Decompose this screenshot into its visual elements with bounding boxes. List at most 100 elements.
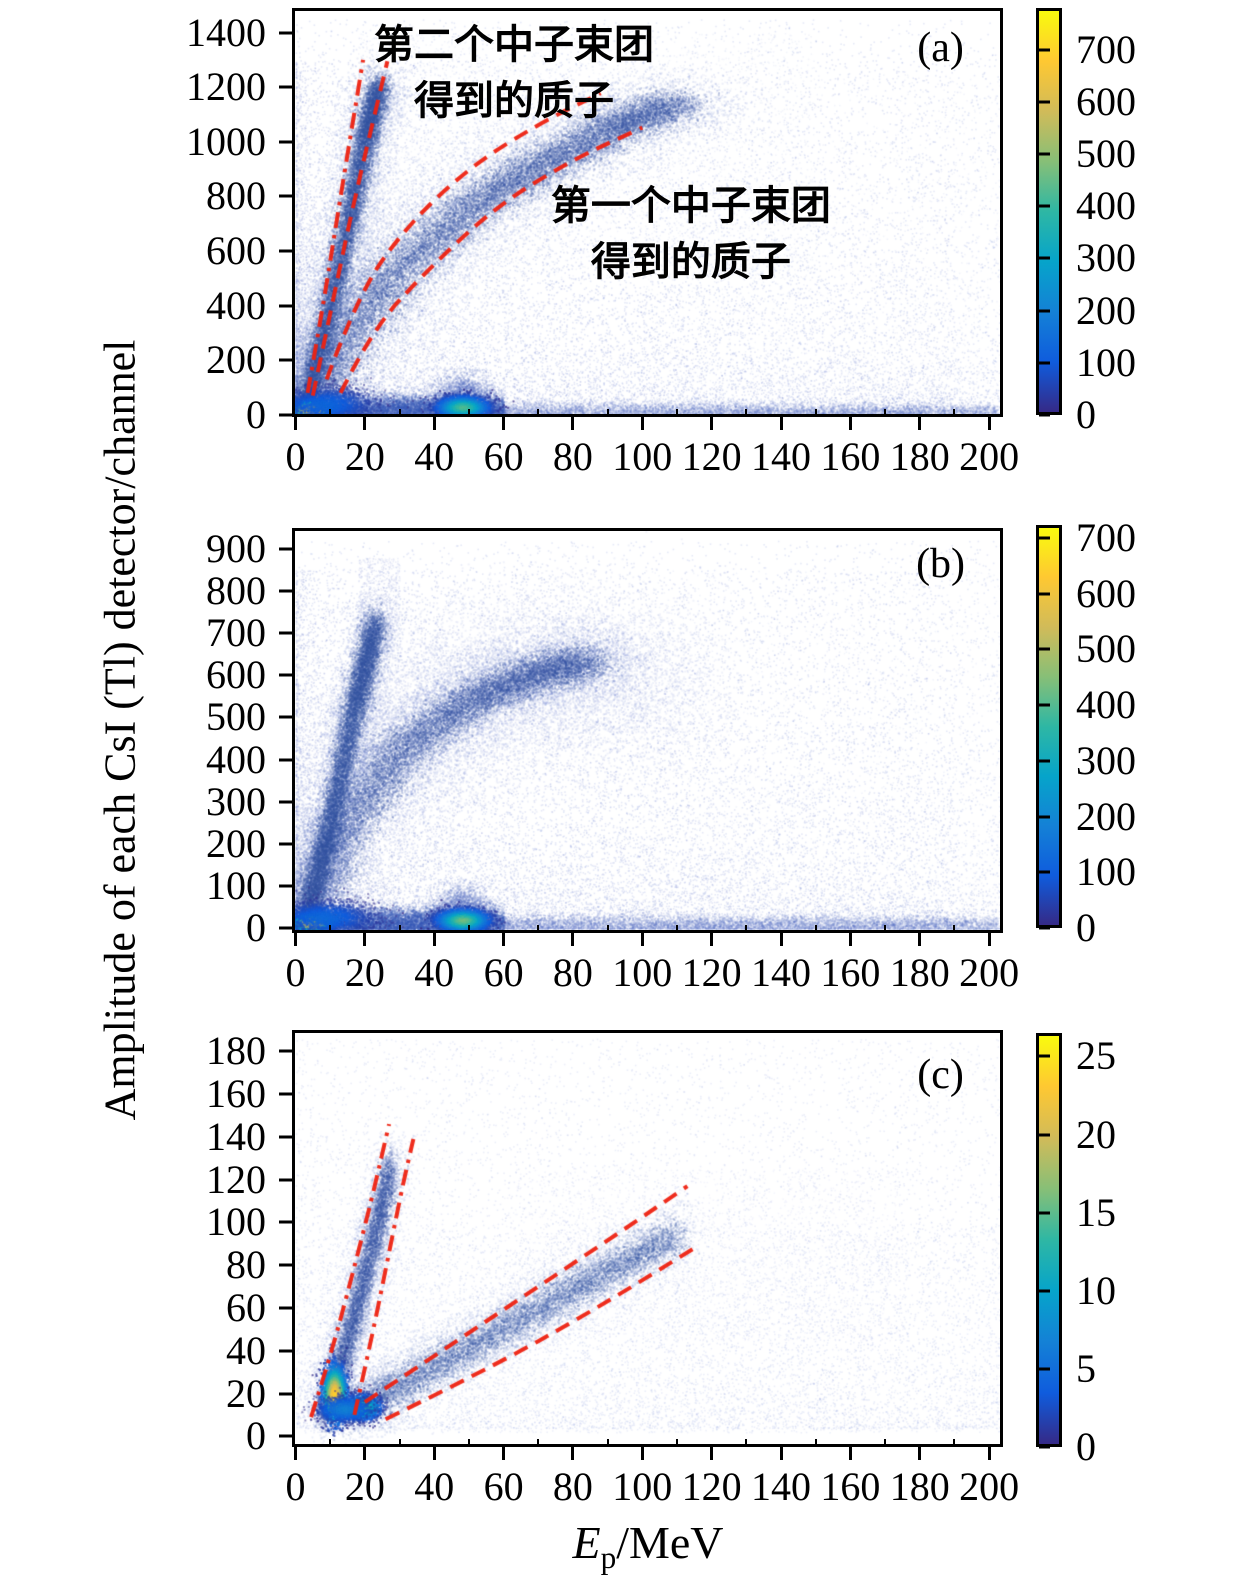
- x-tick-mark: [640, 933, 644, 946]
- x-tick-mark: [918, 417, 922, 430]
- x-tick-label: 180: [889, 434, 950, 479]
- x-tick-label: 0: [285, 1464, 306, 1509]
- y-tick-mark: [279, 304, 292, 308]
- x-tick-mark: [710, 933, 714, 946]
- panel-letter-label: (b): [916, 540, 966, 587]
- colorbar-gradient-a: [1036, 8, 1062, 415]
- y-tick-label: 1000: [186, 118, 266, 164]
- y-tick-mark: [279, 1349, 292, 1353]
- y-tick-mark: [279, 1263, 292, 1267]
- panel-c-plot: 0 20 40 60 80 100 120 140 160 180 200 0 20 40 60 80 100 1…: [206, 1030, 1019, 1507]
- x-tick-mark: [710, 1447, 714, 1460]
- y-tick-label: 600: [206, 227, 266, 273]
- colorbar-tick-label: 200: [1076, 287, 1136, 333]
- x-tick-mark: [502, 933, 506, 946]
- y-tick-label: 0: [246, 391, 266, 437]
- x-tick-label: 180: [889, 950, 950, 995]
- colorbar-tick-mark: [1039, 100, 1050, 104]
- colorbar-tick-mark: [1039, 152, 1050, 156]
- x-minor-tick-mark: [537, 925, 540, 933]
- x-tick-mark: [363, 1447, 367, 1460]
- x-tick-mark: [293, 933, 297, 946]
- colorbar-tick-label: 300: [1076, 235, 1136, 281]
- colorbar-tick-label: 100: [1076, 849, 1136, 895]
- colorbar-gradient-c: [1036, 1033, 1062, 1447]
- x-minor-tick-mark: [398, 409, 401, 417]
- x-tick-label: 20: [344, 950, 385, 995]
- scatter-density-canvas-b: [292, 528, 1003, 933]
- x-tick-label: 120: [681, 434, 742, 479]
- y-tick-label: 20: [226, 1370, 266, 1416]
- colorbar-tick-label: 500: [1076, 131, 1136, 177]
- colorbar-tick-mark: [1039, 1133, 1050, 1137]
- y-tick-mark: [279, 358, 292, 362]
- x-tick-mark: [918, 1447, 922, 1460]
- x-minor-tick-mark: [745, 1439, 748, 1447]
- x-tick-label: 200: [959, 1464, 1020, 1509]
- x-tick-mark: [848, 933, 852, 946]
- x-minor-tick-mark: [953, 409, 956, 417]
- x-tick-mark: [432, 933, 436, 946]
- x-tick-label: 60: [483, 950, 524, 995]
- x-tick-label: 100: [612, 950, 673, 995]
- x-minor-tick-mark: [329, 409, 332, 417]
- y-tick-label: 120: [206, 1156, 266, 1202]
- x-minor-tick-mark: [398, 1439, 401, 1447]
- x-tick-label: 40: [414, 1464, 455, 1509]
- colorbar-tick-mark: [1039, 1211, 1050, 1215]
- x-tick-label: 100: [612, 1464, 673, 1509]
- x-tick-label: 200: [959, 434, 1020, 479]
- x-tick-label: 60: [483, 434, 524, 479]
- x-tick-label: 160: [820, 434, 881, 479]
- x-minor-tick-mark: [745, 925, 748, 933]
- y-tick-label: 200: [206, 337, 266, 383]
- x-minor-tick-mark: [329, 1439, 332, 1447]
- colorbar-tick-mark: [1039, 361, 1050, 365]
- x-tick-label: 140: [751, 950, 812, 995]
- x-tick-mark: [987, 1447, 991, 1460]
- x-tick-label: 140: [751, 1464, 812, 1509]
- colorbar-tick-label: 600: [1076, 78, 1136, 124]
- x-minor-tick-mark: [329, 925, 332, 933]
- x-tick-mark: [363, 417, 367, 430]
- scatter-density-canvas-a: [292, 8, 1003, 417]
- x-tick-mark: [293, 417, 297, 430]
- colorbar-tick-mark: [1039, 926, 1050, 930]
- colorbar-tick-mark: [1039, 592, 1050, 596]
- x-tick-mark: [293, 1447, 297, 1460]
- y-tick-label: 160: [206, 1071, 266, 1117]
- x-tick-label: 160: [820, 1464, 881, 1509]
- annotation-text: 第一个中子束团 得到的质子: [550, 183, 831, 285]
- x-minor-tick-mark: [814, 925, 817, 933]
- y-tick-mark: [279, 589, 292, 593]
- y-tick-label: 60: [226, 1285, 266, 1330]
- x-minor-tick-mark: [814, 409, 817, 417]
- y-tick-mark: [279, 413, 292, 417]
- x-tick-mark: [779, 1447, 783, 1460]
- colorbar-tick-label: 5: [1076, 1345, 1096, 1391]
- x-tick-mark: [502, 1447, 506, 1460]
- x-minor-tick-mark: [537, 409, 540, 417]
- x-minor-tick-mark: [953, 925, 956, 933]
- x-tick-label: 100: [612, 434, 673, 479]
- colorbar-tick-label: 400: [1076, 183, 1136, 229]
- y-tick-mark: [279, 31, 292, 35]
- x-minor-tick-mark: [606, 1439, 609, 1447]
- x-tick-label: 0: [285, 950, 306, 995]
- x-minor-tick-mark: [675, 409, 678, 417]
- y-tick-label: 0: [246, 1413, 266, 1459]
- y-tick-mark: [279, 547, 292, 551]
- x-axis-subscript: p: [600, 1540, 617, 1576]
- y-tick-mark: [279, 1220, 292, 1224]
- x-tick-label: 60: [483, 1464, 524, 1509]
- colorbar-tick-label: 10: [1076, 1267, 1116, 1313]
- y-tick-mark: [279, 884, 292, 888]
- colorbar-tick-mark: [1039, 647, 1050, 651]
- colorbar-tick-mark: [1039, 204, 1050, 208]
- y-tick-mark: [279, 1135, 292, 1139]
- x-minor-tick-mark: [884, 1439, 887, 1447]
- y-tick-label: 140: [206, 1113, 266, 1159]
- y-tick-mark: [279, 800, 292, 804]
- y-tick-label: 180: [206, 1028, 266, 1074]
